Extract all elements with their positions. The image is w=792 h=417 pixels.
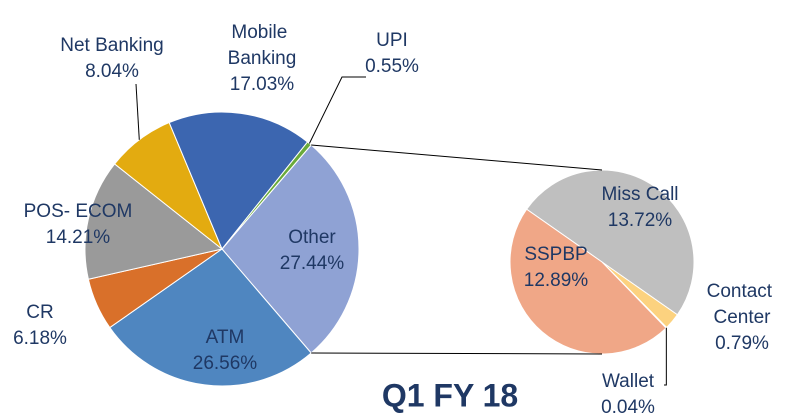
slice-label: Contact Center	[707, 281, 778, 328]
chart-title: Q1 FY 18	[382, 377, 518, 413]
leader-line	[308, 76, 366, 144]
slice-label: Mobile Banking	[228, 22, 297, 69]
slice-label: Wallet	[602, 371, 655, 392]
value-label: 17.03%	[230, 74, 295, 95]
slice-label: SSPBP	[524, 244, 587, 265]
value-label: 0.04%	[601, 397, 655, 417]
slice-label: Net Banking	[60, 35, 164, 56]
value-label: 0.55%	[365, 56, 419, 77]
value-label: 13.72%	[608, 210, 673, 231]
value-label: 14.21%	[46, 227, 111, 248]
slice-label: UPI	[376, 30, 408, 51]
value-label: 6.18%	[13, 328, 67, 349]
pie-slice	[84, 163, 224, 280]
pie-slice	[109, 248, 312, 387]
value-label: 12.89%	[524, 270, 589, 291]
leader-line	[135, 83, 140, 140]
connector	[311, 144, 603, 171]
value-label: 27.44%	[280, 253, 345, 274]
slice-label: Miss Call	[601, 184, 678, 205]
slice-label: POS- ECOM	[24, 201, 133, 222]
connector	[311, 352, 603, 355]
pie-slice	[509, 208, 667, 355]
value-label: 0.79%	[715, 333, 769, 354]
leader-line	[664, 327, 667, 386]
value-label: 26.56%	[193, 353, 258, 374]
slice-label: CR	[26, 302, 53, 323]
pie-slice	[168, 111, 309, 250]
value-label: 8.04%	[85, 61, 139, 82]
slice-label: Other	[288, 227, 336, 248]
pie-slice	[525, 169, 695, 316]
pie-slice	[221, 144, 360, 354]
slice-label: ATM	[206, 327, 245, 348]
